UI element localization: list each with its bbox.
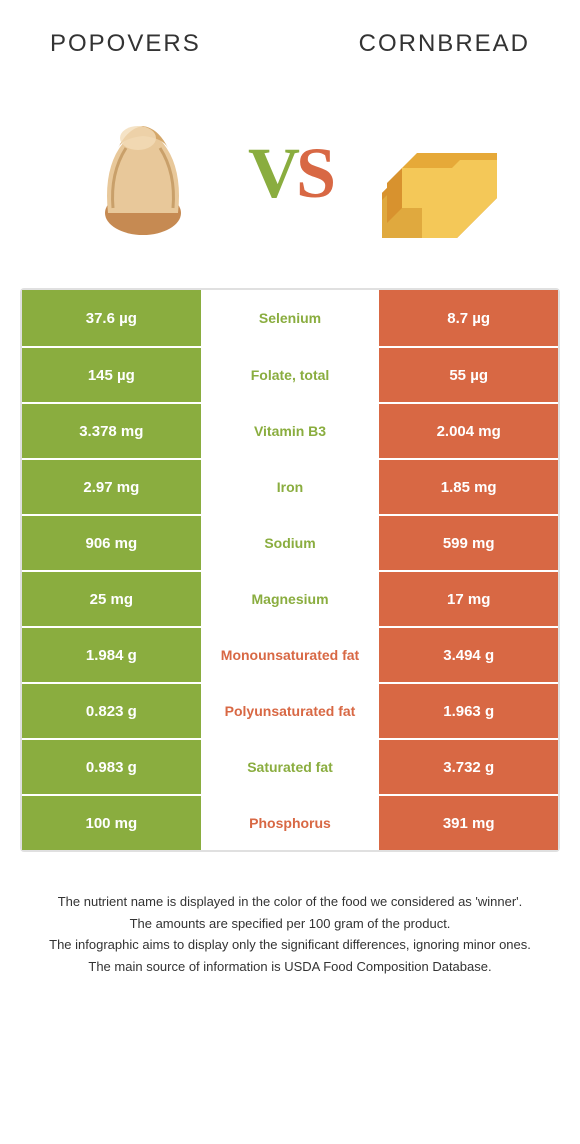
nutrient-label: Selenium: [201, 290, 380, 346]
table-row: 0.983 gSaturated fat3.732 g: [22, 738, 558, 794]
table-row: 3.378 mgVitamin B32.004 mg: [22, 402, 558, 458]
table-row: 25 mgMagnesium17 mg: [22, 570, 558, 626]
nutrient-label: Iron: [201, 458, 380, 514]
cornbread-image: [362, 98, 512, 248]
food-title-left: Popovers: [50, 30, 201, 58]
table-row: 0.823 gPolyunsaturated fat1.963 g: [22, 682, 558, 738]
nutrient-label: Phosphorus: [201, 794, 380, 850]
hero-row: VS: [0, 78, 580, 288]
value-left: 1.984 g: [22, 626, 201, 682]
nutrient-label: Vitamin B3: [201, 402, 380, 458]
value-right: 1.85 mg: [379, 458, 558, 514]
value-left: 100 mg: [22, 794, 201, 850]
value-left: 25 mg: [22, 570, 201, 626]
caption-line: The nutrient name is displayed in the co…: [30, 892, 550, 912]
value-right: 2.004 mg: [379, 402, 558, 458]
nutrient-label: Polyunsaturated fat: [201, 682, 380, 738]
nutrient-label: Magnesium: [201, 570, 380, 626]
value-left: 0.983 g: [22, 738, 201, 794]
table-row: 2.97 mgIron1.85 mg: [22, 458, 558, 514]
table-row: 100 mgPhosphorus391 mg: [22, 794, 558, 850]
table-row: 37.6 µgSelenium8.7 µg: [22, 290, 558, 346]
table-row: 906 mgSodium599 mg: [22, 514, 558, 570]
popover-image: [68, 98, 218, 248]
value-left: 145 µg: [22, 346, 201, 402]
value-left: 3.378 mg: [22, 402, 201, 458]
value-right: 3.732 g: [379, 738, 558, 794]
caption-block: The nutrient name is displayed in the co…: [30, 892, 550, 976]
nutrient-label: Saturated fat: [201, 738, 380, 794]
value-right: 391 mg: [379, 794, 558, 850]
food-title-right: Cornbread: [359, 30, 530, 58]
nutrient-label: Monounsaturated fat: [201, 626, 380, 682]
nutrient-label: Sodium: [201, 514, 380, 570]
value-left: 0.823 g: [22, 682, 201, 738]
caption-line: The main source of information is USDA F…: [30, 957, 550, 977]
nutrient-label: Folate, total: [201, 346, 380, 402]
table-row: 1.984 gMonounsaturated fat3.494 g: [22, 626, 558, 682]
nutrient-table: 37.6 µgSelenium8.7 µg145 µgFolate, total…: [20, 288, 560, 852]
value-right: 1.963 g: [379, 682, 558, 738]
value-left: 906 mg: [22, 514, 201, 570]
vs-s: S: [296, 133, 332, 213]
header: Popovers Cornbread: [0, 0, 580, 78]
vs-v: V: [248, 133, 296, 213]
value-right: 599 mg: [379, 514, 558, 570]
value-right: 17 mg: [379, 570, 558, 626]
value-right: 55 µg: [379, 346, 558, 402]
value-right: 3.494 g: [379, 626, 558, 682]
caption-line: The infographic aims to display only the…: [30, 935, 550, 955]
value-left: 2.97 mg: [22, 458, 201, 514]
value-right: 8.7 µg: [379, 290, 558, 346]
vs-label: VS: [248, 132, 332, 215]
table-row: 145 µgFolate, total55 µg: [22, 346, 558, 402]
caption-line: The amounts are specified per 100 gram o…: [30, 914, 550, 934]
value-left: 37.6 µg: [22, 290, 201, 346]
